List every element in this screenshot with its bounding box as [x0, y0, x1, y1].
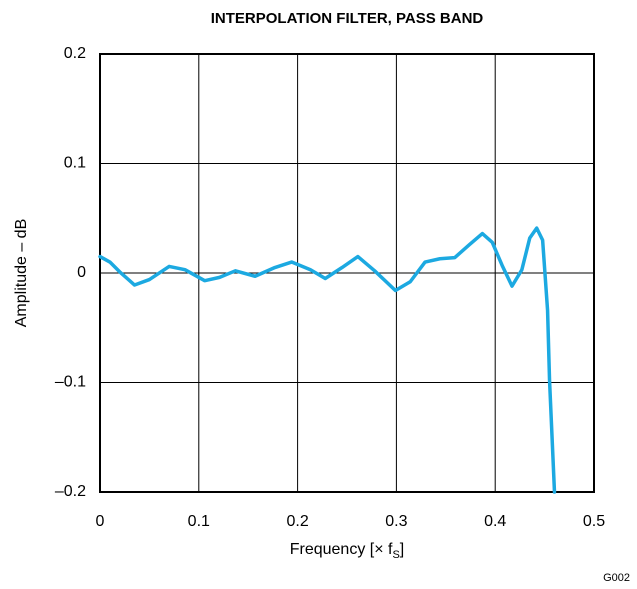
- y-tick-label: 0.1: [64, 155, 86, 172]
- y-tick-label: –0.1: [55, 374, 86, 391]
- y-tick-label: 0: [77, 264, 86, 281]
- x-tick-label: 0.2: [286, 513, 308, 530]
- y-tick-label: –0.2: [55, 483, 86, 500]
- x-label-text: Frequency [× f: [290, 541, 393, 558]
- plot-frame: [99, 53, 595, 493]
- x-tick-label: 0.3: [385, 513, 407, 530]
- y-axis-label: Amplitude – dB: [13, 219, 30, 328]
- data-line: [98, 226, 557, 494]
- chart-title: INTERPOLATION FILTER, PASS BAND: [211, 10, 484, 27]
- x-tick-label: 0.4: [484, 513, 506, 530]
- x-tick-label: 0: [96, 513, 105, 530]
- y-tick-label: 0.2: [64, 45, 86, 62]
- x-axis-label: Frequency [× fS]: [290, 541, 405, 561]
- x-tick-label: 0.5: [583, 513, 605, 530]
- x-tick-label: 0.1: [188, 513, 210, 530]
- x-label-subscript: S: [392, 549, 399, 561]
- x-label-suffix: ]: [400, 541, 404, 558]
- footnote: G002: [603, 572, 630, 584]
